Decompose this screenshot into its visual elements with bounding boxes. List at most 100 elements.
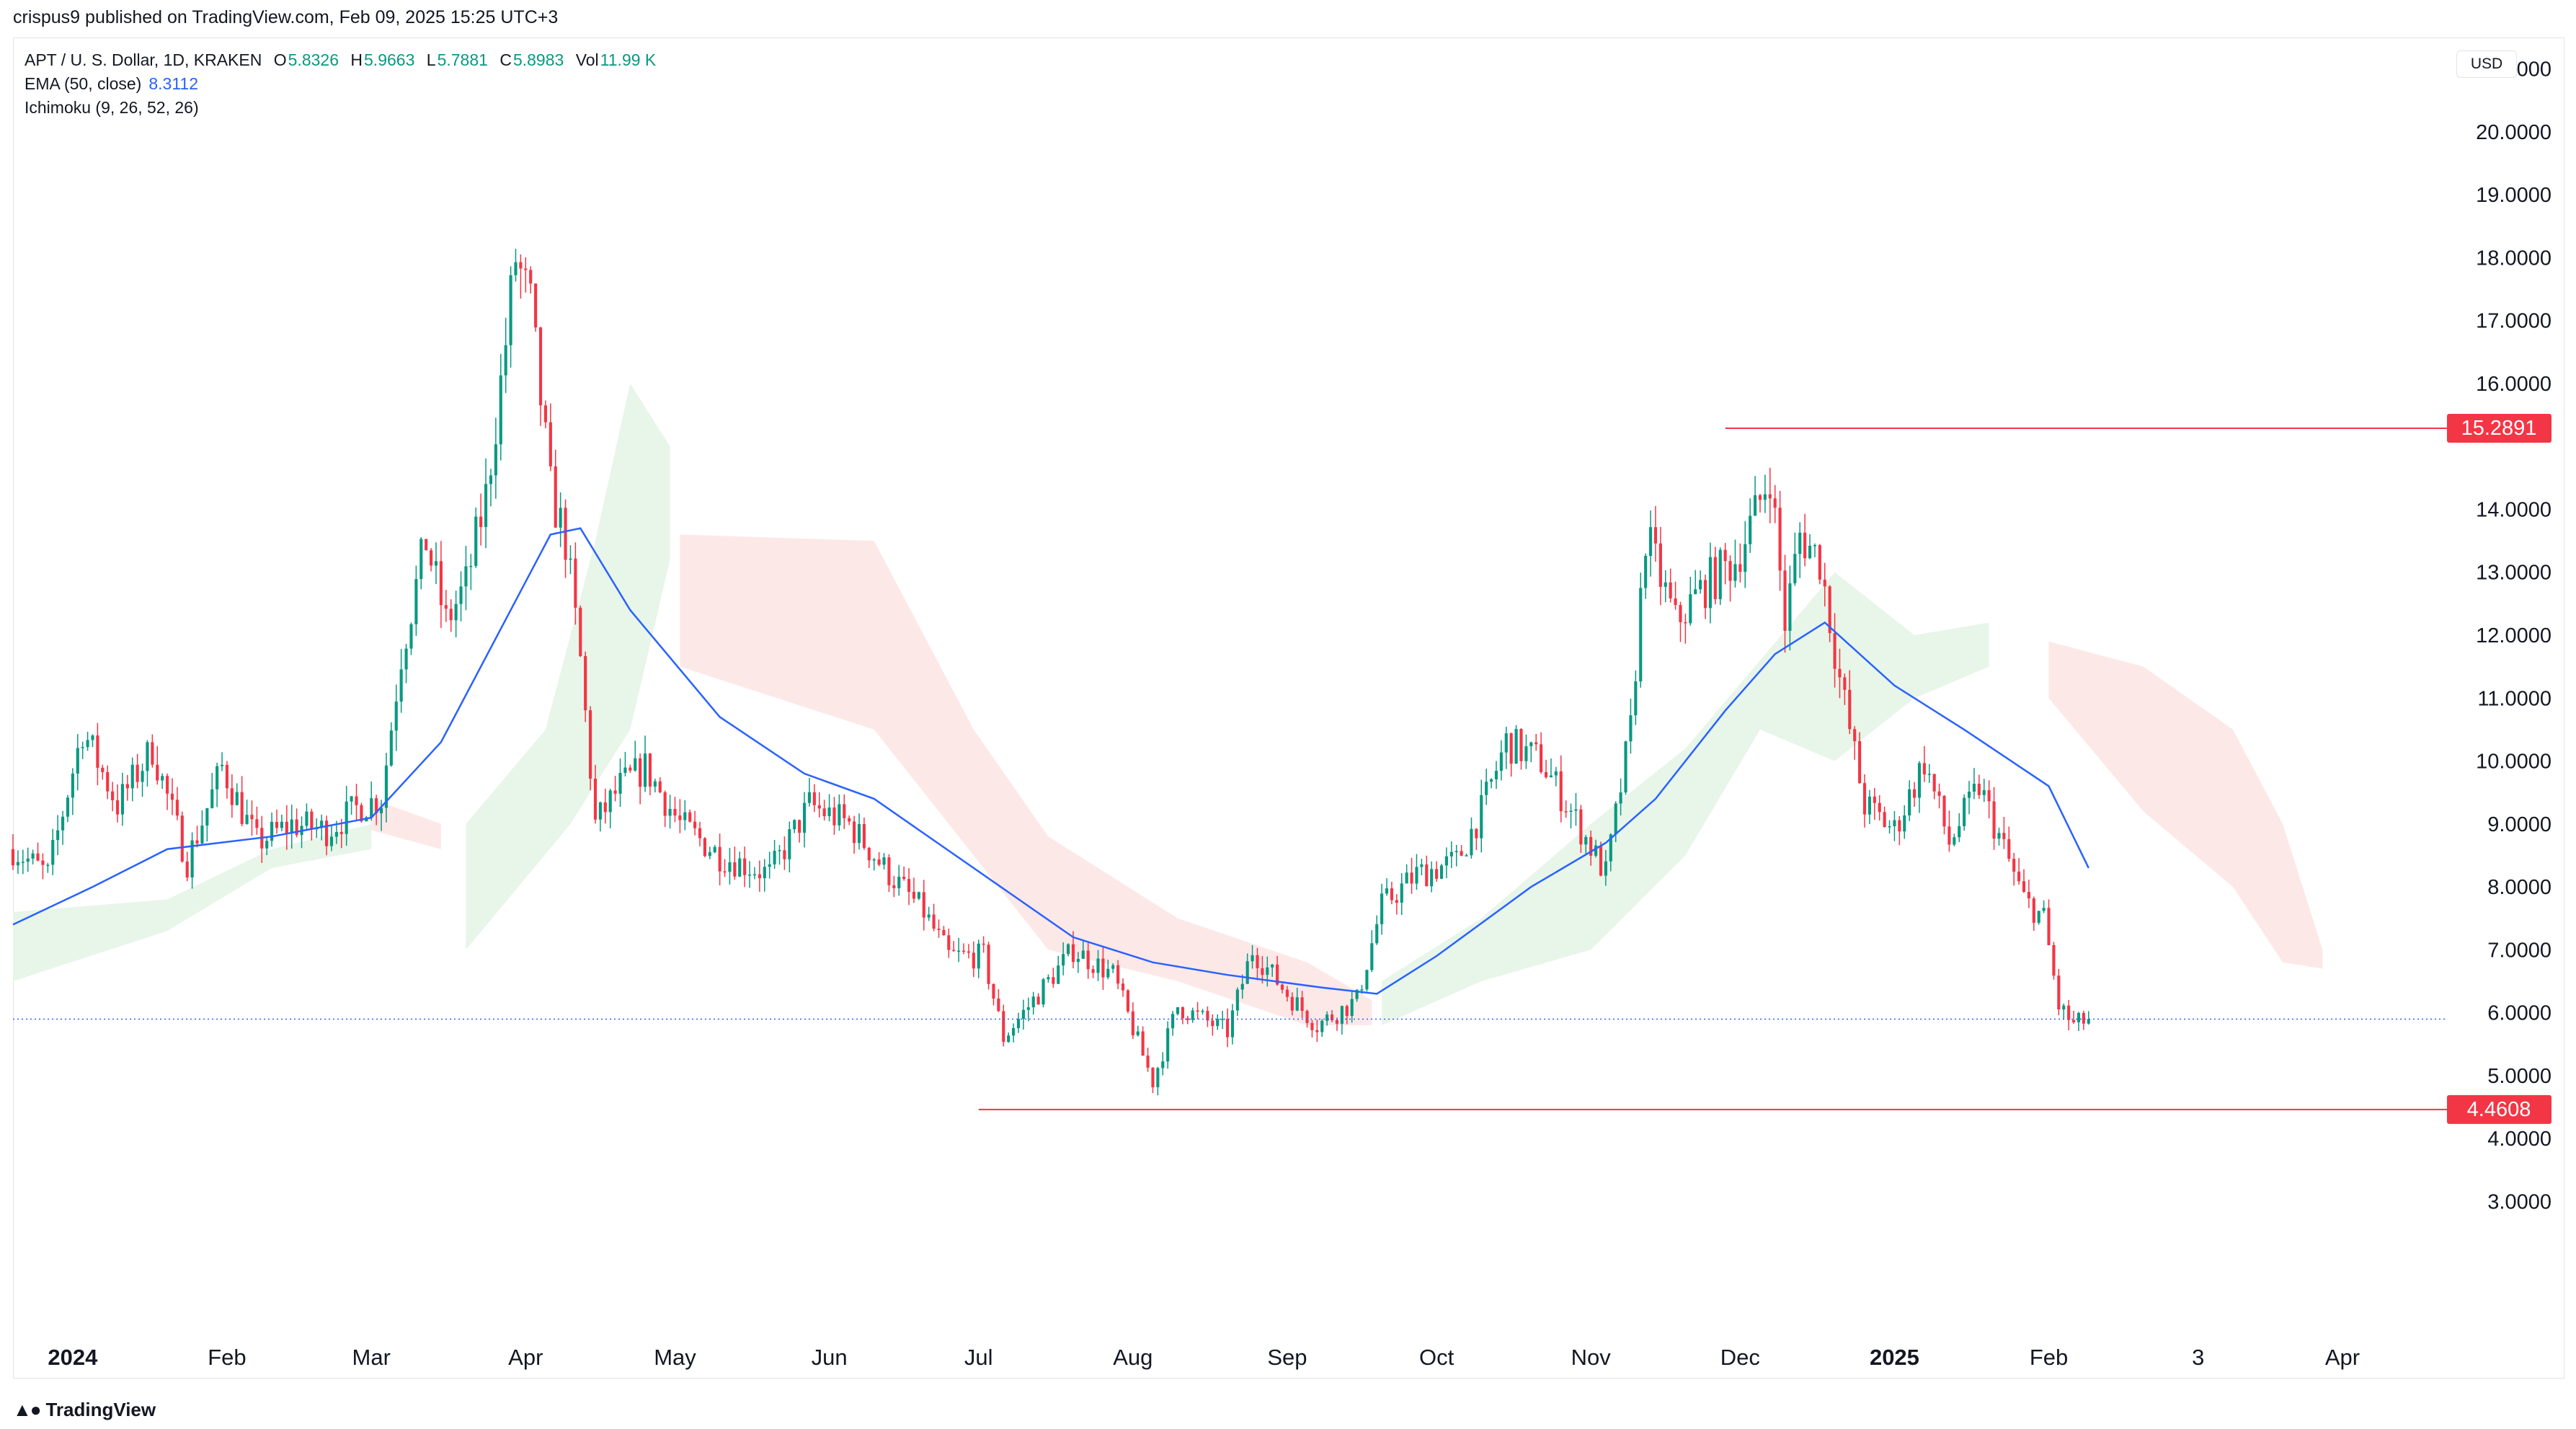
candle: [151, 734, 154, 768]
candle-body: [1519, 729, 1523, 761]
candle: [1559, 755, 1563, 823]
ichimoku-cloud: [13, 383, 2323, 1025]
candle: [166, 773, 169, 810]
candle-body: [643, 753, 647, 787]
candle-body: [379, 808, 383, 814]
candle: [1689, 576, 1692, 626]
legend-high-label: H: [350, 50, 363, 69]
candle-body: [1509, 733, 1513, 764]
candle-body: [484, 484, 488, 527]
candle: [394, 684, 398, 751]
candle-body: [529, 270, 533, 284]
legend-ema-label: EMA (50, close): [25, 74, 142, 93]
candle: [932, 903, 936, 932]
footer-brand[interactable]: ▲● TradingView: [13, 1399, 156, 1421]
candle: [1644, 553, 1648, 599]
candle: [1584, 835, 1588, 854]
candle: [1335, 1017, 1339, 1031]
candle-body: [634, 758, 637, 771]
legend-ema-row[interactable]: EMA (50, close) 8.3112: [25, 74, 198, 94]
candle-body: [1639, 588, 1643, 682]
candle-body: [1803, 532, 1807, 559]
candle: [598, 801, 602, 832]
candle-body: [1066, 944, 1070, 955]
candle: [1932, 774, 1936, 800]
candle: [2032, 896, 2035, 932]
candle-body: [1888, 826, 1891, 828]
candle-body: [225, 764, 229, 789]
y-tick-label: 13.0000: [2476, 562, 2551, 585]
candle: [1684, 614, 1687, 644]
candle: [1858, 732, 1862, 784]
candle: [1206, 1006, 1209, 1027]
candle: [1544, 759, 1548, 779]
candle-body: [917, 892, 920, 899]
candle: [185, 851, 189, 882]
candle: [698, 821, 702, 846]
candle: [245, 800, 249, 825]
candle-body: [1031, 996, 1035, 1008]
candle-body: [683, 812, 687, 820]
horizontal-levels: 15.2891 4.4608: [13, 413, 2551, 1124]
candle-body: [444, 605, 448, 609]
candle-body: [1997, 833, 2001, 839]
candle: [1444, 847, 1448, 879]
currency-badge[interactable]: USD: [2456, 50, 2517, 78]
legend-volume-label: Vol: [575, 50, 599, 69]
candle-body: [574, 558, 577, 608]
candle: [1465, 854, 1468, 857]
candle: [2062, 1003, 2066, 1020]
candle-body: [504, 345, 507, 376]
candle-body: [101, 767, 105, 772]
candle-body: [1564, 811, 1568, 813]
candle-body: [623, 767, 627, 774]
candle: [46, 862, 50, 873]
candle: [275, 809, 279, 834]
legend-ichimoku-row[interactable]: Ichimoku (9, 26, 52, 26): [25, 98, 199, 118]
candle: [708, 846, 711, 859]
candle: [778, 844, 781, 865]
candle: [225, 761, 229, 799]
candle-body: [807, 792, 812, 803]
footer-brand-label: TradingView: [45, 1399, 156, 1420]
published-caption: crispus9 published on TradingView.com, F…: [13, 7, 559, 27]
candle-body: [897, 877, 901, 888]
candle: [1509, 733, 1513, 777]
candle-body: [1141, 1031, 1145, 1056]
ema-line: [12, 527, 2089, 995]
candle-body: [1778, 508, 1782, 571]
candle-body: [937, 929, 941, 930]
candle: [1853, 726, 1857, 760]
candle-body: [1002, 1011, 1005, 1043]
candle: [1818, 544, 1821, 585]
candle-body: [1036, 996, 1040, 1005]
candle: [1843, 673, 1847, 705]
candle: [1047, 974, 1050, 983]
candle-body: [778, 850, 781, 851]
candle: [1634, 670, 1638, 725]
candle-body: [2027, 892, 2030, 899]
candle-body: [788, 829, 791, 859]
candle-body: [1848, 689, 1852, 730]
candle-body: [1494, 771, 1498, 779]
candle: [409, 622, 413, 655]
candle-body: [1733, 564, 1737, 581]
candle-body: [952, 950, 956, 952]
candle: [942, 926, 946, 936]
candle-body: [1754, 495, 1757, 516]
candle: [1111, 963, 1115, 973]
candle-body: [857, 823, 861, 844]
candle-body: [91, 735, 94, 740]
candle: [1225, 1008, 1230, 1048]
candle: [235, 783, 239, 806]
candle: [1062, 942, 1065, 975]
candle: [329, 824, 334, 851]
candle-body: [360, 805, 363, 822]
candle: [643, 735, 647, 792]
candle-body: [1086, 950, 1090, 970]
candle: [1773, 485, 1777, 523]
candle-body: [987, 944, 990, 984]
y-tick-label: 8.0000: [2487, 876, 2551, 899]
candle-body: [961, 950, 966, 952]
